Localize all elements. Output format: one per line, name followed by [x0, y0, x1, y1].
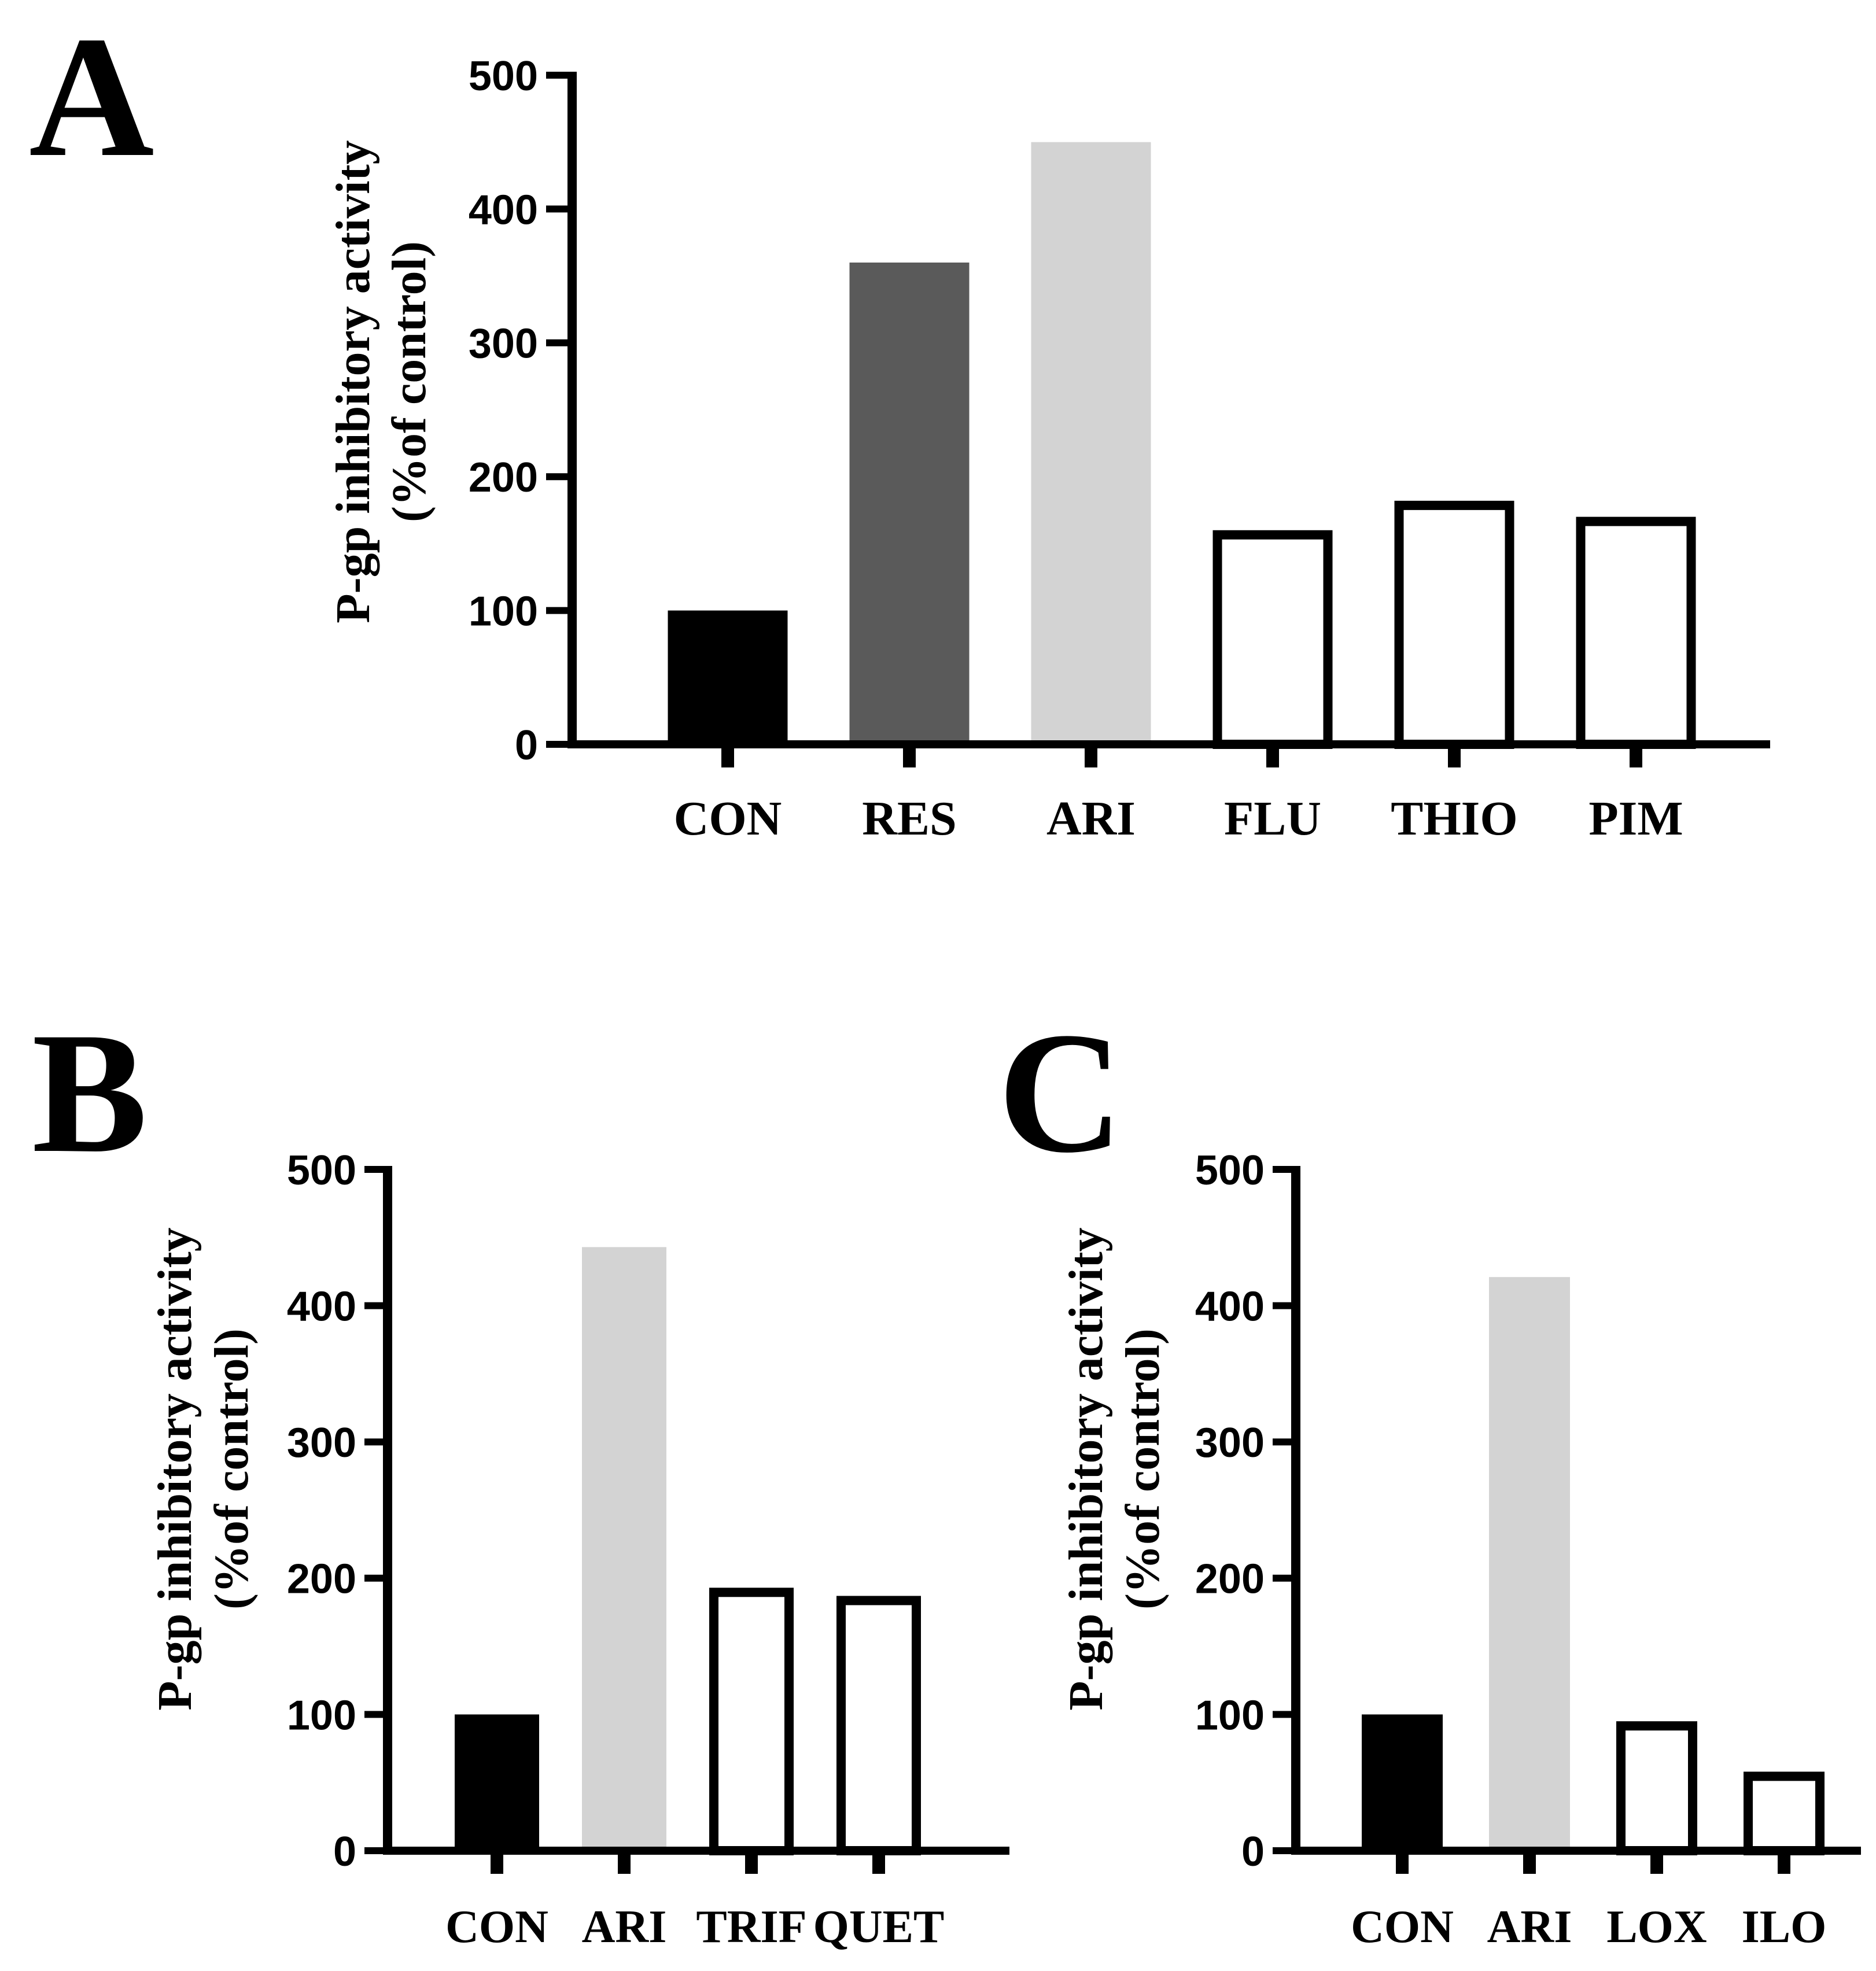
- x-tick-label-trif: TRIF: [696, 1902, 806, 1952]
- bar-con: [455, 1714, 539, 1851]
- bar-ilo: [1744, 1771, 1825, 1856]
- panel-c-ylabel-line2: (%of control): [1116, 1328, 1170, 1610]
- bar-flu: [1212, 530, 1333, 749]
- panel-c-chart: C P-gp inhibitory activity (%of control)…: [998, 996, 1861, 1952]
- panel-a-ylabel-line1: P-gp inhibitory activity: [326, 140, 380, 623]
- y-tick-label: 100: [287, 1692, 356, 1739]
- y-tick-label: 0: [333, 1829, 356, 1875]
- x-tick-label-ari: ARI: [1487, 1902, 1572, 1952]
- y-tick-label: 400: [287, 1284, 356, 1330]
- panel-b-ylabel-line1: P-gp inhibitory activity: [148, 1227, 202, 1710]
- x-tick-label-flu: FLU: [1224, 792, 1321, 846]
- panel-b-y-ticks: 0 100 200 300 400 500: [287, 1147, 388, 1875]
- x-tick-label-con: CON: [1351, 1902, 1454, 1952]
- y-tick-label: 300: [287, 1420, 356, 1466]
- x-tick-label-con: CON: [445, 1902, 548, 1952]
- x-tick-label-lox: LOX: [1606, 1902, 1707, 1952]
- y-tick-label: 100: [469, 589, 538, 635]
- y-tick-label: 300: [1195, 1420, 1265, 1466]
- panel-c-ylabel: P-gp inhibitory activity (%of control): [1059, 1227, 1170, 1710]
- y-tick-label: 500: [1195, 1147, 1265, 1194]
- bar-ari: [1489, 1277, 1570, 1851]
- x-tick-label-con: CON: [674, 792, 782, 846]
- panel-a-ylabel: P-gp inhibitory activity (%of control): [326, 140, 436, 623]
- x-tick-label-res: RES: [862, 792, 956, 846]
- panel-a-letter: A: [29, 1, 154, 193]
- panel-b-letter: B: [32, 996, 148, 1188]
- panel-a-x-ticks: CON RES ARI FLU THIO PIM: [674, 744, 1683, 846]
- panel-c-letter: C: [998, 996, 1123, 1188]
- bar-con: [1362, 1714, 1443, 1851]
- panel-c-bars: [1362, 1277, 1825, 1856]
- y-tick-label: 200: [287, 1556, 356, 1603]
- bar-ari: [1031, 142, 1151, 745]
- bar-quet: [836, 1596, 921, 1855]
- bar-trif: [709, 1588, 794, 1855]
- x-tick-label-ari: ARI: [582, 1902, 667, 1952]
- y-tick-label: 0: [1241, 1829, 1265, 1875]
- panel-a-ylabel-line2: (%of control): [382, 241, 436, 522]
- y-tick-label: 400: [469, 187, 538, 233]
- x-tick-label-ilo: ILO: [1742, 1902, 1827, 1952]
- panel-b-x-ticks: CON ARI TRIF QUET: [445, 1851, 944, 1952]
- x-tick-label-ari: ARI: [1046, 792, 1136, 846]
- y-tick-label: 100: [1195, 1692, 1265, 1739]
- x-tick-label-quet: QUET: [813, 1902, 945, 1952]
- y-tick-label: 0: [515, 722, 538, 769]
- y-tick-label: 400: [1195, 1284, 1265, 1330]
- y-tick-label: 200: [469, 455, 538, 501]
- panel-b-ylabel-line2: (%of control): [205, 1328, 259, 1610]
- x-tick-label-pim: PIM: [1588, 792, 1683, 846]
- panel-c-x-ticks: CON ARI LOX ILO: [1351, 1851, 1826, 1952]
- panel-c-ylabel-line1: P-gp inhibitory activity: [1059, 1227, 1113, 1710]
- y-tick-label: 500: [287, 1147, 356, 1194]
- y-tick-label: 500: [469, 53, 538, 99]
- x-tick-label-thio: THIO: [1391, 792, 1517, 846]
- bar-con: [668, 610, 788, 744]
- bar-ari: [582, 1247, 666, 1851]
- y-tick-label: 200: [1195, 1556, 1265, 1603]
- bar-thio: [1394, 500, 1514, 749]
- panel-a-y-ticks: 0 100 200 300 400 500: [469, 53, 572, 769]
- panel-b-ylabel: P-gp inhibitory activity (%of control): [148, 1227, 259, 1710]
- panel-c-y-ticks: 0 100 200 300 400 500: [1195, 1147, 1296, 1875]
- panel-a-chart: A P-gp inhibitory activity (%of control)…: [29, 1, 1770, 846]
- panel-a-bars: [668, 142, 1696, 749]
- bar-pim: [1576, 516, 1696, 749]
- y-tick-label: 300: [469, 321, 538, 367]
- bar-lox: [1616, 1721, 1697, 1855]
- bar-res: [849, 262, 970, 745]
- panel-b-chart: B P-gp inhibitory activity (%of control)…: [32, 996, 1009, 1952]
